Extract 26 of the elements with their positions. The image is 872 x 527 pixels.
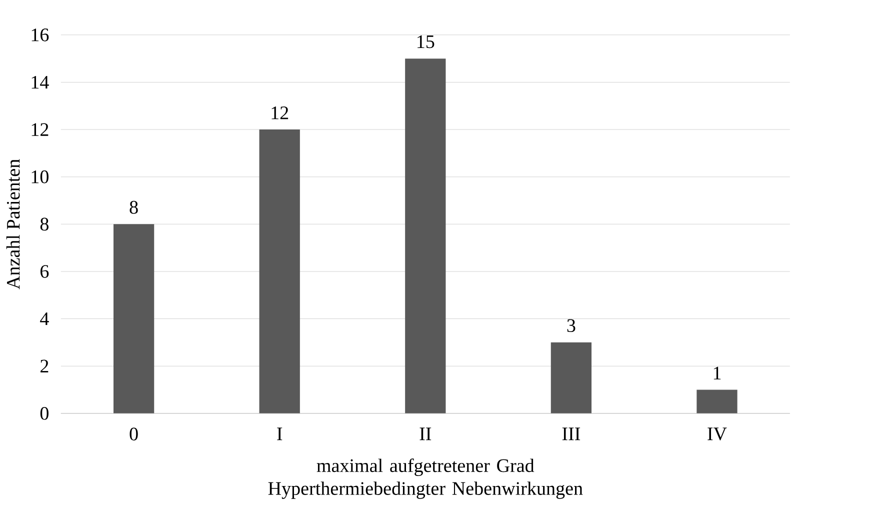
y-tick-label: 4	[40, 312, 49, 326]
data-label: 1	[714, 366, 721, 380]
data-label: 3	[567, 319, 576, 332]
y-tick-label: 14	[32, 76, 49, 89]
data-label: 15	[418, 36, 434, 48]
y-tick-label: 16	[32, 28, 49, 42]
y-tick-label: 0	[40, 407, 48, 420]
y-axis-title: Anzahl Patienten	[6, 159, 20, 290]
y-tick-label: 10	[32, 170, 48, 184]
y-tick-label: 2	[40, 360, 48, 373]
data-label: 12	[272, 106, 288, 120]
y-tick-label: 8	[40, 218, 48, 231]
bar	[113, 224, 154, 414]
x-axis-title: maximal aufgetretener Grad Hyperthermiebedingter Nebenwirkungen	[268, 458, 583, 499]
bar	[696, 390, 738, 414]
data-label: 8	[130, 201, 138, 214]
x-tick-label: I	[277, 428, 282, 440]
bar	[405, 58, 446, 414]
x-tick-label: IV	[708, 428, 727, 440]
x-tick-label: II	[420, 428, 432, 440]
y-tick-label: 6	[40, 265, 49, 278]
y-tick-label: 12	[32, 123, 48, 136]
x-tick-label: 0	[130, 428, 138, 441]
x-tick-label: III	[562, 428, 580, 440]
bar	[259, 130, 300, 414]
bar	[550, 342, 592, 414]
